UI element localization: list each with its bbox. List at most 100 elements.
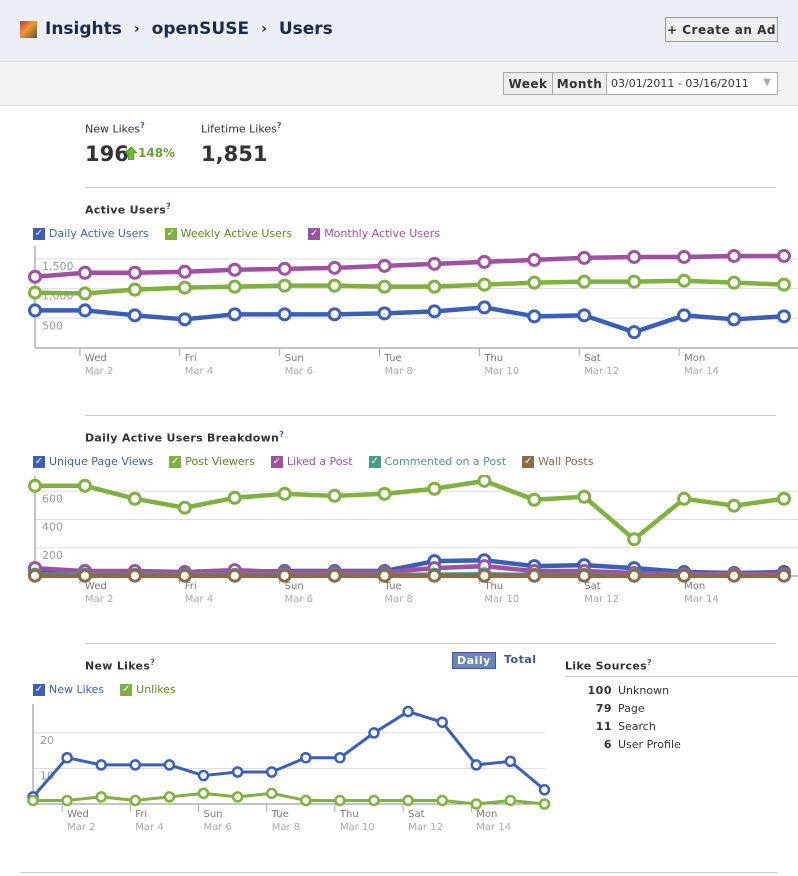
data-point	[163, 759, 176, 771]
new-likes-chart-title: New Likes?	[85, 658, 156, 673]
series-line	[33, 791, 545, 806]
data-point	[402, 794, 414, 807]
legend-item[interactable]: ✓ Weekly Active Users	[164, 227, 292, 240]
legend-item[interactable]: ✓ Wall Posts	[522, 455, 593, 468]
x-tick-day: Fri	[185, 353, 197, 364]
breadcrumb-opensuse[interactable]: openSUSE	[151, 19, 250, 39]
data-point	[377, 258, 392, 273]
data-point	[470, 759, 483, 771]
series-line	[34, 253, 784, 279]
x-tick-date: Mar 4	[135, 822, 163, 833]
data-point	[327, 568, 342, 583]
x-tick-day: Mon	[476, 809, 497, 820]
data-point	[402, 705, 414, 718]
legend-item[interactable]: ✓ Commented on a Post	[368, 455, 506, 468]
date-range-select[interactable]: 03/01/2011 - 03/16/2011 ▼	[606, 72, 778, 95]
checkbox-checked-icon[interactable]: ✓	[522, 455, 535, 468]
data-point	[77, 286, 92, 301]
data-point	[327, 260, 342, 275]
legend-item[interactable]: ✓ Post Viewers	[169, 455, 255, 468]
help-icon[interactable]: ?	[276, 121, 282, 130]
legend-item[interactable]: ✓ Daily Active Users	[33, 227, 149, 240]
checkbox-checked-icon[interactable]: ✓	[270, 455, 283, 468]
data-point	[127, 568, 142, 583]
data-point	[677, 491, 692, 506]
like-source-count: 11	[595, 720, 612, 733]
arrow-up-icon	[125, 146, 137, 160]
checkbox-checked-icon[interactable]: ✓	[308, 227, 321, 240]
legend-item[interactable]: ✓ Unique Page Views	[33, 455, 153, 468]
date-range-value: 03/01/2011 - 03/16/2011	[611, 77, 749, 90]
x-tick-date: Mar 14	[684, 594, 719, 605]
x-tick-day: Mon	[684, 581, 705, 592]
y-tick-label: 1,500	[42, 260, 74, 273]
x-tick-date: Mar 2	[67, 822, 95, 833]
checkbox-checked-icon[interactable]: ✓	[33, 227, 45, 240]
divider	[85, 187, 776, 188]
checkbox-checked-icon[interactable]: ✓	[33, 683, 45, 696]
x-tick-date: Mar 12	[584, 594, 619, 605]
x-tick-day: Sun	[285, 353, 304, 364]
data-point	[197, 787, 210, 800]
checkbox-checked-icon[interactable]: ✓	[164, 227, 177, 240]
data-point	[127, 265, 142, 280]
breakdown-chart: 200 400 600 Wed Mar 2 Fri Mar 4 Sun Mar 6 Tue Mar …	[28, 475, 798, 605]
x-tick-date: Mar 4	[185, 366, 213, 377]
x-tick-date: Mar 6	[204, 822, 232, 833]
data-point	[677, 249, 692, 264]
data-point	[477, 277, 492, 292]
checkbox-checked-icon[interactable]: ✓	[368, 455, 381, 468]
data-point	[368, 727, 380, 739]
data-point	[28, 269, 42, 284]
help-icon[interactable]: ?	[140, 121, 145, 130]
like-source-label: Page	[618, 702, 645, 715]
data-point	[577, 489, 592, 504]
help-icon[interactable]: ?	[279, 430, 285, 439]
like-source-count: 100	[587, 684, 612, 697]
help-icon[interactable]: ?	[646, 658, 652, 667]
data-point	[377, 279, 392, 294]
breakdown-legend: ✓ Unique Page Views ✓ Post Viewers ✓ Liked a …	[33, 455, 593, 468]
like-source-count: 79	[595, 702, 612, 715]
legend-item[interactable]: ✓ Liked a Post	[270, 455, 353, 468]
x-tick-date: Mar 8	[385, 366, 413, 377]
series-line	[31, 710, 546, 798]
legend-item[interactable]: ✓ Unlikes	[120, 683, 176, 696]
x-tick-date: Mar 10	[484, 594, 519, 605]
x-tick-day: Tue	[271, 809, 289, 820]
checkbox-checked-icon[interactable]: ✓	[33, 455, 45, 468]
data-point	[28, 303, 42, 318]
x-tick-day: Fri	[185, 581, 197, 592]
checkbox-checked-icon[interactable]: ✓	[120, 683, 133, 696]
new-likes-legend: ✓ New Likes ✓ Unlikes	[33, 683, 176, 696]
data-point	[727, 312, 742, 327]
legend-label: Daily Active Users	[49, 227, 149, 240]
checkbox-checked-icon[interactable]: ✓	[169, 455, 182, 468]
legend-item[interactable]: ✓ New Likes	[33, 683, 104, 696]
daily-toggle[interactable]: Daily	[452, 652, 496, 669]
x-tick-day: Sat	[584, 353, 600, 364]
x-tick-date: Mar 6	[285, 594, 313, 605]
x-tick-day: Mon	[684, 353, 705, 364]
new-likes-label: New Likes?	[85, 121, 145, 136]
month-button[interactable]: Month	[552, 72, 607, 95]
legend-item[interactable]: ✓ Monthly Active Users	[308, 227, 440, 240]
like-source-row: 79 Page	[565, 702, 645, 715]
data-point	[427, 256, 442, 271]
x-tick-date: Mar 14	[684, 366, 719, 377]
help-icon[interactable]: ?	[166, 202, 171, 211]
data-point	[334, 794, 346, 807]
data-point	[538, 798, 551, 810]
data-point	[577, 274, 592, 289]
legend-label: New Likes	[49, 683, 105, 696]
lifetime-likes-label: Lifetime Likes?	[201, 121, 282, 136]
breadcrumb-insights[interactable]: Insights	[45, 19, 122, 39]
help-icon[interactable]: ?	[150, 658, 156, 667]
data-point	[277, 307, 292, 322]
total-toggle[interactable]: Total	[504, 653, 537, 666]
data-point	[427, 279, 442, 294]
create-ad-button[interactable]: + Create an Ad	[665, 17, 778, 42]
data-point	[265, 787, 278, 800]
week-button[interactable]: Week	[503, 72, 553, 95]
